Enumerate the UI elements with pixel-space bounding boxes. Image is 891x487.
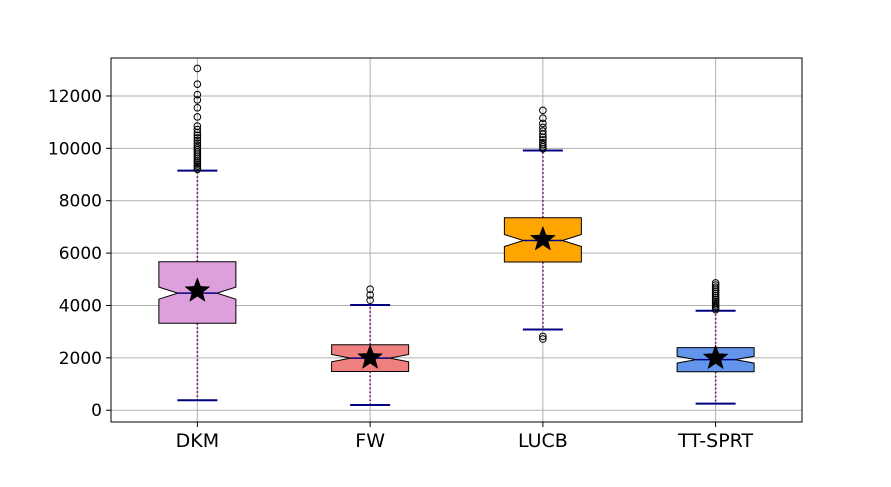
y-tick-label: 2000 bbox=[59, 349, 102, 369]
mean-star bbox=[184, 277, 211, 302]
y-axis: 0 2000 4000 6000 8000 10000 12000 bbox=[48, 87, 111, 421]
outlier-point bbox=[193, 122, 202, 130]
x-tick-label: TT-SPRT bbox=[677, 430, 753, 452]
y-tick-label: 4000 bbox=[59, 296, 102, 316]
outlier-point bbox=[193, 134, 202, 142]
outlier-point bbox=[193, 125, 202, 134]
outlier-point bbox=[193, 141, 202, 150]
outlier-point bbox=[539, 140, 547, 149]
plot-frame bbox=[110, 57, 803, 423]
x-tick-label: FW bbox=[355, 430, 385, 452]
outlier-point bbox=[539, 106, 547, 115]
outlier-point bbox=[366, 296, 374, 305]
outlier-point bbox=[539, 335, 547, 343]
outlier-point bbox=[539, 119, 547, 128]
outlier-point bbox=[193, 64, 202, 73]
y-tick-label: 6000 bbox=[59, 244, 102, 264]
outlier-point bbox=[711, 279, 720, 287]
outlier-point bbox=[193, 90, 202, 99]
outlier-point bbox=[539, 114, 547, 123]
outlier-point bbox=[539, 138, 547, 147]
mean-star bbox=[702, 344, 729, 370]
y-tick-label: 12000 bbox=[48, 87, 102, 107]
outlier-point bbox=[539, 127, 547, 135]
outlier-point bbox=[539, 123, 547, 132]
y-tick-label: 10000 bbox=[48, 139, 102, 159]
y-tick-label: 0 bbox=[91, 401, 102, 421]
outlier-point bbox=[193, 113, 202, 121]
y-tick-label: 8000 bbox=[59, 192, 102, 212]
outlier-point bbox=[539, 332, 547, 341]
outlier-point bbox=[711, 281, 720, 289]
outlier-point bbox=[539, 136, 547, 144]
boxes bbox=[158, 64, 755, 406]
box-group bbox=[676, 279, 755, 405]
outlier-point bbox=[366, 291, 374, 299]
outlier-point bbox=[193, 131, 202, 140]
outlier-point bbox=[366, 285, 374, 294]
box-group bbox=[503, 106, 582, 343]
x-tick-label: DKM bbox=[176, 430, 219, 452]
outlier-point bbox=[193, 136, 202, 145]
outlier-point bbox=[193, 80, 202, 88]
mean-star bbox=[529, 225, 556, 251]
box-group bbox=[331, 285, 410, 406]
x-tick-label: LUCB bbox=[518, 430, 568, 452]
outlier-point bbox=[711, 283, 720, 291]
mean-star bbox=[357, 344, 384, 369]
x-axis: DKM FW LUCB TT-SPRT bbox=[176, 422, 753, 452]
outlier-point bbox=[193, 103, 202, 112]
outlier-point bbox=[193, 96, 202, 104]
box-group bbox=[158, 64, 237, 402]
outlier-point bbox=[193, 144, 202, 152]
outlier-point bbox=[193, 139, 202, 147]
